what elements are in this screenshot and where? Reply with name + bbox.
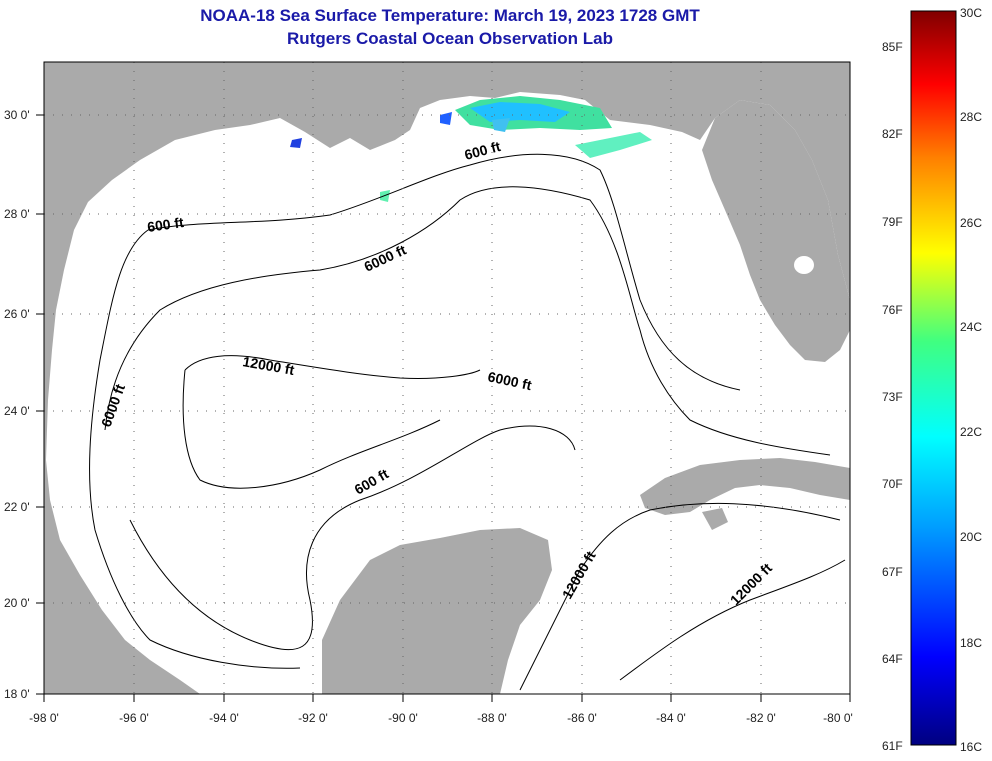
sst-cloud-free-patches bbox=[290, 96, 652, 202]
isla-juventud bbox=[702, 508, 728, 530]
map-grid bbox=[44, 62, 850, 694]
map-frame bbox=[43, 61, 851, 695]
map-subtitle: Rutgers Coastal Ocean Observation Lab bbox=[287, 29, 613, 48]
temperature-colorbar bbox=[910, 10, 957, 746]
contour-6000ft bbox=[104, 186, 831, 456]
colorbar-f-label: 79F bbox=[882, 215, 903, 229]
contour-12000ft-west bbox=[182, 369, 441, 489]
cuba-land bbox=[640, 458, 850, 515]
lon-tick-label: -88 0' bbox=[477, 711, 507, 725]
lat-tick-label: 20 0' bbox=[4, 596, 30, 610]
colorbar-c-label: 18C bbox=[960, 636, 982, 650]
lon-tick-label: -98 0' bbox=[29, 711, 59, 725]
axis-ticks bbox=[36, 114, 851, 702]
colorbar-f-label: 64F bbox=[882, 652, 903, 666]
lon-tick-label: -94 0' bbox=[209, 711, 239, 725]
us-coast-land bbox=[44, 62, 850, 694]
lon-tick-label: -82 0' bbox=[746, 711, 776, 725]
colorbar-f-label: 73F bbox=[882, 390, 903, 404]
lon-tick-label: -96 0' bbox=[119, 711, 149, 725]
colorbar-f-label: 61F bbox=[882, 739, 903, 753]
longitude-labels: -98 0' -96 0' -94 0' -92 0' -90 0' -88 0… bbox=[29, 711, 853, 725]
colorbar-c-label: 16C bbox=[960, 740, 982, 754]
colorbar-celsius-labels: 30C 28C 26C 24C 22C 20C 18C 16C bbox=[960, 6, 982, 754]
contour-600ft-north bbox=[147, 153, 741, 391]
yucatan-land bbox=[322, 528, 552, 694]
colorbar-c-label: 20C bbox=[960, 530, 982, 544]
colorbar-f-label: 67F bbox=[882, 565, 903, 579]
lat-tick-label: 18 0' bbox=[4, 687, 30, 701]
lon-tick-label: -86 0' bbox=[567, 711, 597, 725]
contour-12000ft-carib2 bbox=[619, 559, 846, 681]
contour-label: 600 ft bbox=[146, 214, 185, 235]
colorbar-f-label: 85F bbox=[882, 40, 903, 54]
colorbar-c-label: 22C bbox=[960, 425, 982, 439]
lon-tick-label: -84 0' bbox=[656, 711, 686, 725]
lat-tick-label: 30 0' bbox=[4, 108, 30, 122]
lake-okeechobee bbox=[794, 256, 814, 274]
colorbar-c-label: 26C bbox=[960, 216, 982, 230]
lon-tick-label: -80 0' bbox=[823, 711, 853, 725]
lat-tick-label: 24 0' bbox=[4, 404, 30, 418]
colorbar-f-label: 76F bbox=[882, 303, 903, 317]
map-title: NOAA-18 Sea Surface Temperature: March 1… bbox=[200, 6, 700, 25]
colorbar-f-label: 82F bbox=[882, 127, 903, 141]
colorbar-f-label: 70F bbox=[882, 477, 903, 491]
contour-12000ft bbox=[184, 355, 481, 379]
colorbar-c-label: 30C bbox=[960, 6, 982, 20]
colorbar-c-label: 24C bbox=[960, 320, 982, 334]
colorbar-c-label: 28C bbox=[960, 110, 982, 124]
contour-12000ft-carib bbox=[519, 502, 841, 691]
bathymetry-contours bbox=[89, 153, 846, 691]
lat-tick-label: 22 0' bbox=[4, 500, 30, 514]
latitude-labels: 18 0' 20 0' 22 0' 24 0' 26 0' 28 0' 30 0… bbox=[4, 108, 30, 701]
lon-tick-label: -90 0' bbox=[388, 711, 418, 725]
contour-600ft bbox=[89, 229, 301, 669]
lat-tick-label: 26 0' bbox=[4, 307, 30, 321]
lat-tick-label: 28 0' bbox=[4, 207, 30, 221]
contour-6000ft-south bbox=[129, 425, 576, 651]
lon-tick-label: -92 0' bbox=[298, 711, 328, 725]
florida-land bbox=[702, 62, 850, 362]
colorbar-fahrenheit-labels: 85F 82F 79F 76F 73F 70F 67F 64F 61F bbox=[882, 40, 903, 753]
